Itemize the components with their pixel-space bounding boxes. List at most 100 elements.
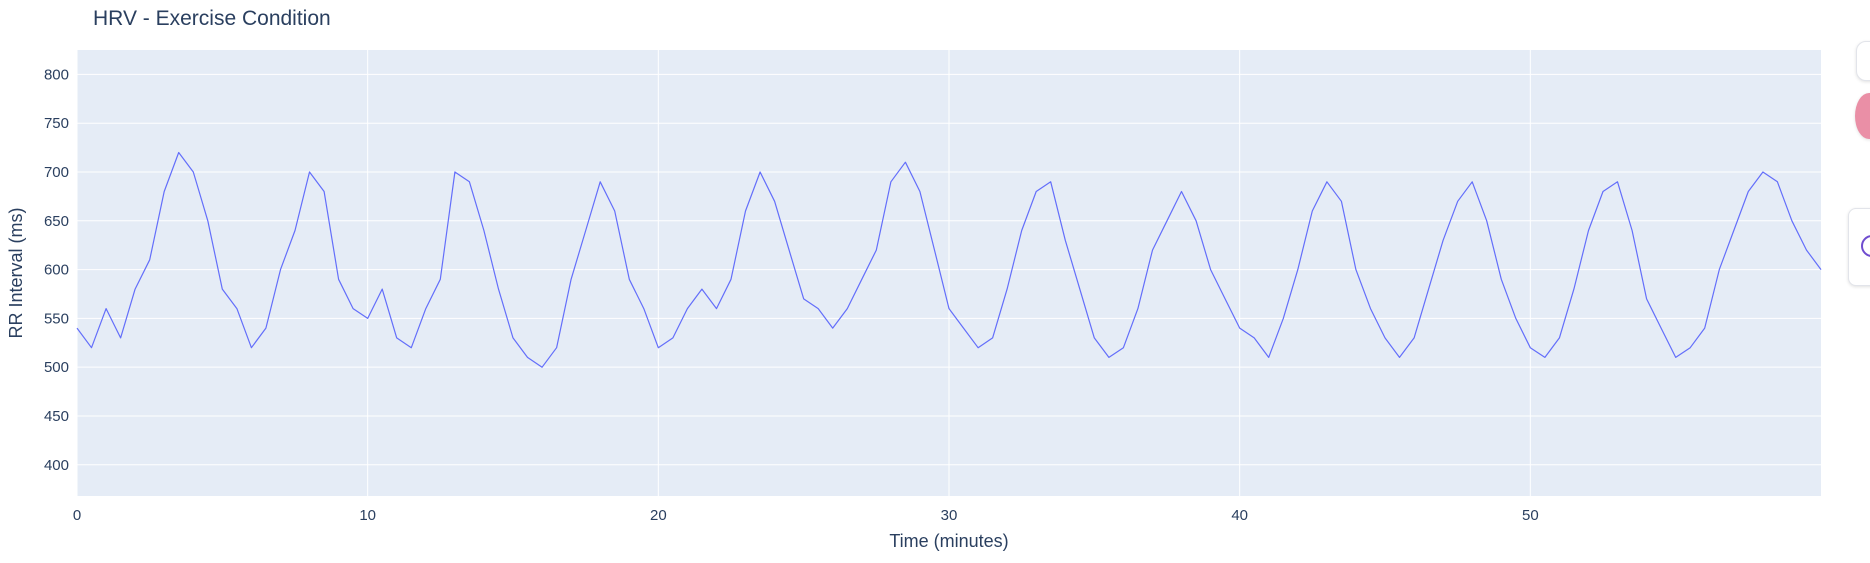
data-point[interactable] <box>192 171 195 174</box>
data-point[interactable] <box>788 249 791 252</box>
data-point[interactable] <box>265 327 268 330</box>
data-point[interactable] <box>1602 190 1605 193</box>
data-point[interactable] <box>366 317 369 320</box>
data-point[interactable] <box>1776 180 1779 183</box>
data-point[interactable] <box>308 171 311 174</box>
data-point[interactable] <box>686 307 689 310</box>
data-point[interactable] <box>1108 356 1111 359</box>
data-point[interactable] <box>584 229 587 232</box>
data-point[interactable] <box>236 307 239 310</box>
data-point[interactable] <box>1093 337 1096 340</box>
data-point[interactable] <box>1747 190 1750 193</box>
data-point[interactable] <box>483 229 486 232</box>
data-point[interactable] <box>497 288 500 291</box>
data-point[interactable] <box>1209 268 1212 271</box>
data-point[interactable] <box>1689 346 1692 349</box>
data-point[interactable] <box>1703 327 1706 330</box>
data-point[interactable] <box>323 190 326 193</box>
data-point[interactable] <box>890 180 893 183</box>
data-point[interactable] <box>1791 219 1794 222</box>
data-point[interactable] <box>643 307 646 310</box>
data-point[interactable] <box>1762 171 1765 174</box>
data-point[interactable] <box>1297 268 1300 271</box>
data-point[interactable] <box>1253 337 1256 340</box>
data-point[interactable] <box>352 307 355 310</box>
data-point[interactable] <box>657 346 660 349</box>
modebar-widget[interactable] <box>1856 41 1870 81</box>
data-point[interactable] <box>454 171 457 174</box>
data-point[interactable] <box>1035 190 1038 193</box>
data-point[interactable] <box>1515 317 1518 320</box>
data-point[interactable] <box>672 337 675 340</box>
data-point[interactable] <box>1573 288 1576 291</box>
data-point[interactable] <box>744 210 747 213</box>
data-point[interactable] <box>1660 327 1663 330</box>
data-point[interactable] <box>279 268 282 271</box>
data-point[interactable] <box>1369 307 1372 310</box>
data-point[interactable] <box>1267 356 1270 359</box>
data-point[interactable] <box>948 307 951 310</box>
data-point[interactable] <box>1500 278 1503 281</box>
data-point[interactable] <box>541 366 544 369</box>
series-line-0[interactable] <box>76 151 1822 368</box>
data-point[interactable] <box>1340 200 1343 203</box>
data-point[interactable] <box>134 288 137 291</box>
data-point[interactable] <box>1398 356 1401 359</box>
data-point[interactable] <box>1064 239 1067 242</box>
data-point[interactable] <box>512 337 515 340</box>
data-point[interactable] <box>337 278 340 281</box>
data-point[interactable] <box>1631 229 1634 232</box>
side-panel-widget[interactable] <box>1848 208 1870 286</box>
data-point[interactable] <box>773 200 776 203</box>
data-point[interactable] <box>1195 219 1198 222</box>
data-point[interactable] <box>148 259 151 262</box>
data-point[interactable] <box>1674 356 1677 359</box>
data-point[interactable] <box>163 190 166 193</box>
data-point[interactable] <box>221 288 224 291</box>
data-point[interactable] <box>425 307 428 310</box>
data-point[interactable] <box>1587 229 1590 232</box>
data-point[interactable] <box>177 151 180 154</box>
data-point[interactable] <box>1238 327 1241 330</box>
data-point[interactable] <box>1151 249 1154 252</box>
data-point[interactable] <box>1006 288 1009 291</box>
data-point[interactable] <box>977 346 980 349</box>
data-point[interactable] <box>1544 356 1547 359</box>
data-point[interactable] <box>991 337 994 340</box>
data-point[interactable] <box>730 278 733 281</box>
data-point[interactable] <box>1558 337 1561 340</box>
data-point[interactable] <box>599 180 602 183</box>
data-point[interactable] <box>1442 239 1445 242</box>
data-point[interactable] <box>1020 229 1023 232</box>
data-point[interactable] <box>962 327 965 330</box>
data-point[interactable] <box>1427 288 1430 291</box>
data-point[interactable] <box>1733 229 1736 232</box>
data-point[interactable] <box>628 278 631 281</box>
data-point[interactable] <box>1471 180 1474 183</box>
data-point[interactable] <box>1166 219 1169 222</box>
data-point[interactable] <box>294 229 297 232</box>
data-point[interactable] <box>439 278 442 281</box>
data-point[interactable] <box>919 190 922 193</box>
data-point[interactable] <box>1049 180 1052 183</box>
data-point[interactable] <box>715 307 718 310</box>
data-point[interactable] <box>701 288 704 291</box>
data-point[interactable] <box>1529 346 1532 349</box>
data-point[interactable] <box>1413 337 1416 340</box>
data-point[interactable] <box>875 249 878 252</box>
data-point[interactable] <box>395 337 398 340</box>
data-point[interactable] <box>1224 298 1227 301</box>
data-point[interactable] <box>1137 307 1140 310</box>
data-point[interactable] <box>90 346 93 349</box>
data-point[interactable] <box>119 337 122 340</box>
data-point[interactable] <box>846 307 849 310</box>
data-point[interactable] <box>76 327 79 330</box>
data-point[interactable] <box>1122 346 1125 349</box>
data-point[interactable] <box>904 161 907 164</box>
data-point[interactable] <box>555 346 558 349</box>
data-point[interactable] <box>1616 180 1619 183</box>
data-point[interactable] <box>410 346 413 349</box>
data-point[interactable] <box>861 278 864 281</box>
data-point[interactable] <box>1820 268 1823 271</box>
data-point[interactable] <box>526 356 529 359</box>
